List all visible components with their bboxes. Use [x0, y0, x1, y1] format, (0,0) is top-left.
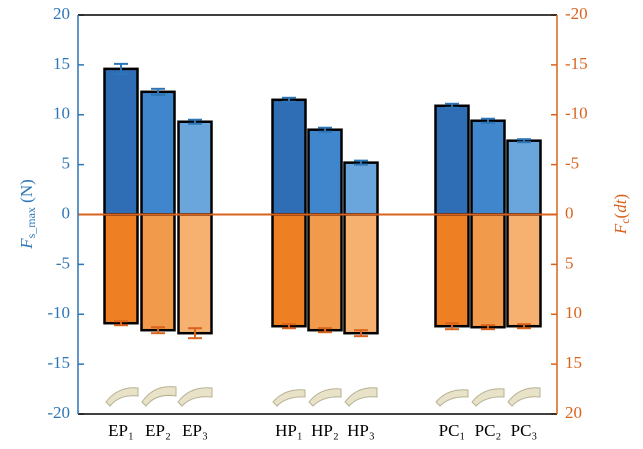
y-tick-label: 5 — [62, 154, 71, 173]
label-part: ) — [611, 194, 630, 200]
x-tick-label: EP₂ — [145, 421, 171, 440]
error-bar — [318, 327, 332, 334]
shape-icon — [308, 388, 342, 407]
bar — [434, 104, 470, 216]
shape-icon — [344, 387, 378, 407]
y-axis-label: Fs_max (N) — [17, 179, 38, 250]
bar — [506, 139, 542, 216]
x-tick-label: HP₂ — [311, 421, 339, 440]
bar — [434, 213, 470, 328]
error-bar — [517, 323, 531, 330]
bar — [177, 213, 213, 335]
error-bar — [354, 329, 368, 338]
y-tick-label: 15 — [53, 54, 70, 73]
error-bar — [188, 327, 202, 340]
y-tick-label: -20 — [47, 403, 70, 422]
error-bar — [114, 320, 128, 327]
bar — [307, 213, 343, 332]
x-tick-label: HP₃ — [347, 421, 375, 440]
shape-icon — [141, 386, 177, 407]
error-bar — [517, 138, 531, 144]
y2-tick-label: -20 — [565, 4, 588, 23]
y2-tick-label: -5 — [565, 154, 579, 173]
y-tick-label: -15 — [47, 353, 70, 372]
y-tick-label: 0 — [62, 203, 71, 222]
y-tick-label: 20 — [53, 4, 70, 23]
bar — [103, 67, 139, 216]
shape-icon — [471, 388, 505, 407]
shape-icon — [272, 389, 306, 407]
error-bar — [282, 96, 296, 103]
shape-icon — [105, 387, 139, 407]
shape-icon — [177, 387, 213, 407]
error-bar — [114, 62, 128, 75]
x-tick-label: PC₂ — [475, 421, 502, 440]
error-bar — [354, 159, 368, 166]
y-tick-label: 10 — [53, 104, 70, 123]
error-bar — [151, 326, 165, 335]
y2-tick-label: 10 — [565, 303, 582, 322]
bar — [506, 213, 542, 328]
bar — [343, 161, 379, 216]
label-part: F — [611, 223, 630, 235]
error-bar — [445, 322, 459, 331]
y-tick-label: -10 — [47, 303, 70, 322]
error-bar — [445, 102, 459, 109]
error-bar — [481, 117, 495, 124]
label-part: s_max — [24, 207, 38, 238]
y2-axis-label: Fc(dt) — [611, 194, 632, 235]
x-tick-label: HP₁ — [275, 421, 303, 440]
x-tick-label: EP₃ — [182, 421, 208, 440]
label-part: ( — [611, 212, 630, 218]
y2-tick-label: -10 — [565, 104, 588, 123]
y2-tick-label: 5 — [565, 253, 574, 272]
error-bar — [481, 324, 495, 331]
y2-tick-label: 15 — [565, 353, 582, 372]
bar — [103, 213, 139, 325]
y2-tick-label: 20 — [565, 403, 582, 422]
error-bar — [151, 87, 165, 96]
label-part: c — [618, 218, 632, 223]
shape-icon — [507, 387, 541, 407]
y2-tick-label: 0 — [565, 203, 574, 222]
label-part: (N) — [17, 179, 36, 207]
bar — [343, 213, 379, 335]
label-part: dt — [611, 198, 630, 213]
bar — [307, 128, 343, 216]
x-tick-label: PC₁ — [439, 421, 466, 440]
y2-tick-label: -15 — [565, 54, 588, 73]
bar — [140, 90, 176, 216]
bar — [140, 213, 176, 332]
error-bar — [318, 126, 332, 133]
bar — [470, 119, 506, 216]
error-bar — [282, 323, 296, 330]
x-tick-label: PC₃ — [511, 421, 538, 440]
bar — [177, 120, 213, 216]
y-tick-label: -5 — [56, 253, 70, 272]
shape-icons — [105, 386, 541, 407]
label-part: F — [17, 238, 36, 250]
x-tick-label: EP₁ — [108, 421, 134, 440]
bar — [271, 213, 307, 328]
bar — [271, 98, 307, 216]
shape-icon — [435, 389, 469, 407]
error-bar — [188, 118, 202, 125]
bar — [470, 213, 506, 329]
